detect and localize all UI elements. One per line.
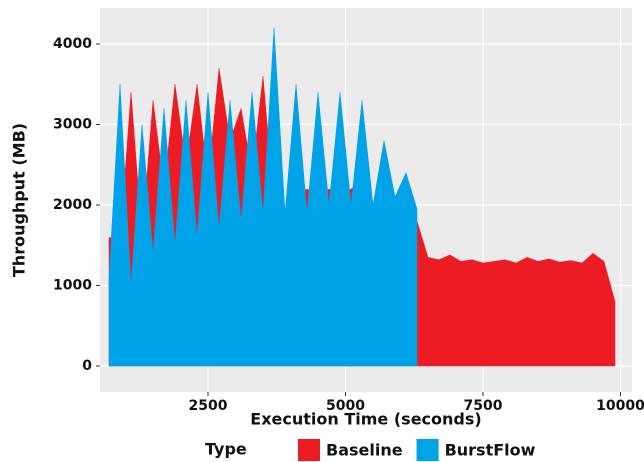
y-tick-label: 4000 — [53, 36, 92, 52]
x-tick-label: 5000 — [326, 398, 365, 414]
legend-swatch — [298, 439, 320, 461]
y-tick-label: 0 — [82, 358, 92, 374]
legend-label: Baseline — [326, 441, 403, 460]
y-tick-label: 1000 — [53, 277, 92, 293]
x-tick-label: 7500 — [464, 398, 503, 414]
legend-title: Type — [205, 440, 247, 459]
y-axis-label: Throughput (MB) — [10, 123, 29, 277]
x-tick-label: 10000 — [596, 398, 644, 414]
legend-label: BurstFlow — [445, 441, 536, 460]
y-tick-label: 3000 — [53, 116, 92, 132]
x-tick-label: 2500 — [189, 398, 228, 414]
x-axis-label: Execution Time (seconds) — [250, 410, 481, 429]
area — [108, 27, 418, 367]
y-tick-label: 2000 — [53, 197, 92, 213]
legend-swatch — [416, 439, 439, 461]
